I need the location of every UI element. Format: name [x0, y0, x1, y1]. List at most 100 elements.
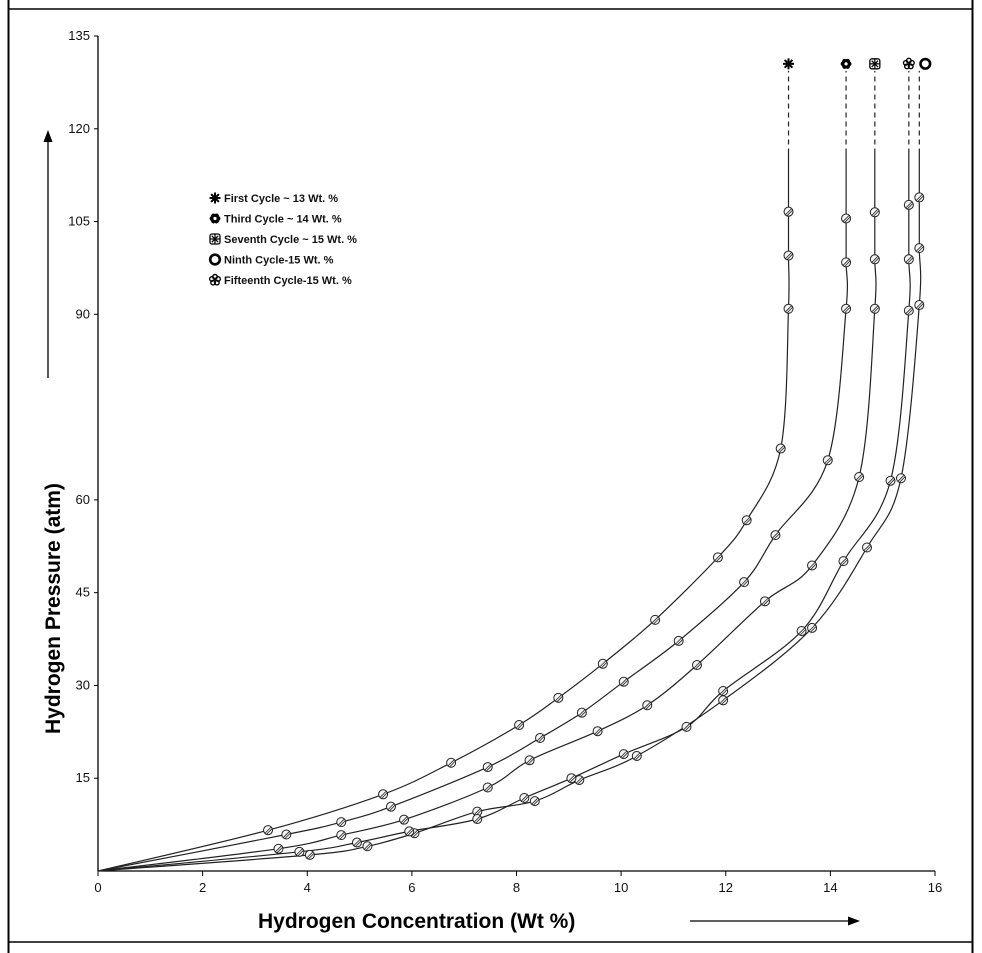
legend-entry-label: Fifteenth Cycle-15 Wt. %	[224, 275, 352, 287]
cycle-marker-snowflake-icon	[869, 58, 881, 70]
data-point	[718, 686, 729, 697]
data-point	[273, 843, 284, 854]
data-point	[841, 303, 852, 314]
data-point	[576, 707, 587, 718]
data-point	[304, 849, 315, 860]
data-point	[903, 305, 914, 316]
data-point	[362, 841, 373, 852]
data-point	[807, 622, 818, 633]
data-point	[885, 475, 896, 486]
y-axis-title: Hydrogen Pressure (atm)	[42, 483, 65, 734]
y-tick-label: 60	[76, 492, 90, 507]
x-tick-label: 8	[513, 880, 520, 895]
data-point	[336, 817, 347, 828]
data-point	[472, 814, 483, 825]
x-tick-label: 4	[304, 880, 311, 895]
data-point	[618, 749, 629, 760]
data-point	[597, 658, 608, 669]
data-point	[914, 243, 925, 254]
y-tick-label: 90	[76, 306, 90, 321]
data-points	[263, 192, 925, 860]
data-point	[378, 789, 389, 800]
data-point	[482, 762, 493, 773]
legend-entry-label: Third Cycle ~ 14 Wt. %	[224, 214, 342, 226]
x-tick-label: 14	[823, 880, 837, 895]
data-point	[861, 542, 872, 553]
data-point	[718, 695, 729, 706]
x-tick-label: 12	[719, 880, 733, 895]
data-point	[529, 796, 540, 807]
curves	[97, 153, 922, 872]
data-point	[535, 733, 546, 744]
x-tick-label: 0	[94, 880, 101, 895]
data-point	[263, 825, 274, 836]
data-point	[783, 250, 794, 261]
series-curve	[97, 153, 790, 872]
x-tick-label: 16	[928, 880, 942, 895]
data-point	[519, 793, 530, 804]
data-point	[739, 577, 750, 588]
y-tick-label: 45	[76, 585, 90, 600]
x-tick-label: 6	[408, 880, 415, 895]
data-point	[404, 826, 415, 837]
data-point	[903, 199, 914, 210]
data-point	[869, 254, 880, 265]
x-axis-arrow-head	[848, 916, 860, 926]
data-point	[914, 300, 925, 311]
data-point	[841, 257, 852, 268]
data-point	[294, 846, 305, 857]
x-tick-label: 10	[614, 880, 628, 895]
cycle-marker-snowflake-icon	[209, 233, 221, 245]
data-point	[895, 473, 906, 484]
data-point	[524, 755, 535, 766]
cycle-marker-flower-icon	[209, 213, 221, 224]
data-point	[759, 596, 770, 607]
data-point	[351, 837, 362, 848]
data-point	[631, 750, 642, 761]
cycle-end-markers	[783, 57, 932, 154]
data-point	[681, 721, 692, 732]
data-point	[712, 552, 723, 563]
data-point	[446, 757, 457, 768]
y-axis-arrow-head	[43, 130, 53, 142]
data-point	[673, 635, 684, 646]
legend-entry-label: Seventh Cycle ~ 15 Wt. %	[224, 234, 357, 246]
data-point	[385, 801, 396, 812]
data-point	[650, 614, 661, 625]
legend-entry-label: Ninth Cycle-15 Wt. %	[224, 255, 334, 267]
data-point	[482, 782, 493, 793]
cycle-marker-flower-icon	[840, 58, 852, 69]
data-point	[618, 676, 629, 687]
data-point	[838, 556, 849, 567]
series-curve	[97, 153, 922, 872]
cycle-marker-asterisk-icon	[783, 58, 795, 70]
data-point	[914, 192, 925, 203]
data-point	[796, 626, 807, 637]
y-ticks: 15 30 45 60 90 105 120 135	[68, 28, 98, 785]
data-point	[783, 303, 794, 314]
data-point	[903, 254, 914, 265]
legend: First Cycle ~ 13 Wt. % Third Cycle ~ 14 W…	[208, 192, 357, 287]
data-point	[775, 443, 786, 454]
data-point	[281, 829, 292, 840]
data-point	[822, 455, 833, 466]
y-tick-label: 30	[76, 677, 90, 692]
data-point	[741, 515, 752, 526]
data-point	[807, 560, 818, 571]
data-point	[336, 830, 347, 841]
data-point	[691, 660, 702, 671]
data-point	[869, 303, 880, 314]
data-point	[770, 530, 781, 541]
y-tick-label: 120	[68, 121, 90, 136]
cycle-marker-flower-outline-icon	[902, 57, 915, 70]
x-ticks: 0 2 4 6 8 10 12 14 16	[94, 871, 942, 895]
x-tick-label: 2	[199, 880, 206, 895]
y-tick-label: 105	[68, 214, 90, 229]
cycle-marker-asterisk-icon	[209, 192, 221, 204]
x-axis-title: Hydrogen Concentration (Wt %)	[258, 910, 575, 933]
cycle-marker-flower-outline-icon	[208, 273, 222, 286]
data-point	[592, 726, 603, 737]
data-point	[399, 814, 410, 825]
data-point	[642, 700, 653, 711]
